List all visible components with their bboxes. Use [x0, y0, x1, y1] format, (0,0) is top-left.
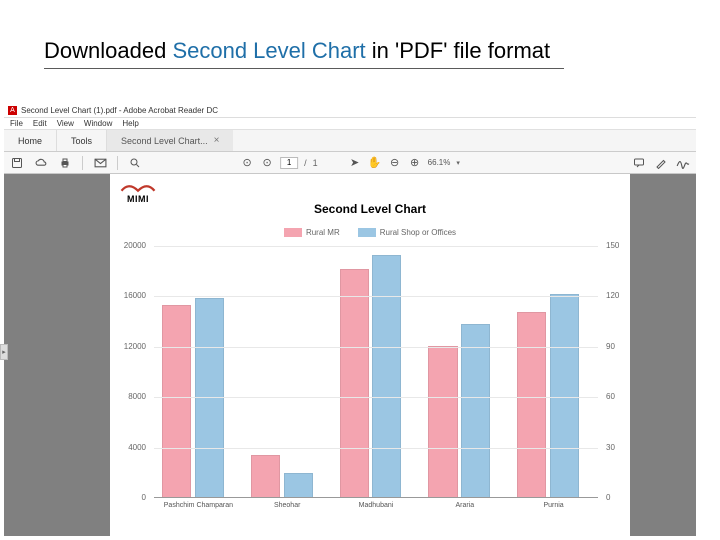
document-area: ▸ MIMI Second Level Chart Rural MR Rural…	[4, 174, 696, 536]
legend-item-2: Rural Shop or Offices	[358, 228, 456, 237]
bar-series2	[550, 294, 579, 498]
bar-series1	[517, 312, 546, 498]
zoom-out-icon[interactable]: ⊖	[388, 156, 402, 170]
comment-icon[interactable]	[632, 156, 646, 170]
bar-series1	[428, 346, 457, 498]
heading-blue: Second Level Chart	[172, 38, 365, 63]
y-right-tick: 0	[606, 493, 636, 502]
bar-series1	[251, 455, 280, 498]
acrobat-app-icon: A	[8, 106, 17, 115]
tab-tools[interactable]: Tools	[57, 130, 107, 151]
y-right-tick: 120	[606, 291, 636, 300]
tab-document-label: Second Level Chart...	[121, 136, 208, 146]
page-current-input[interactable]	[280, 157, 298, 169]
y-axis-left: 040008000120001600020000	[118, 246, 150, 498]
legend-swatch-2	[358, 228, 376, 237]
save-icon[interactable]	[10, 156, 24, 170]
y-left-tick: 16000	[116, 291, 146, 300]
chart-legend: Rural MR Rural Shop or Offices	[110, 228, 630, 237]
gutter-left	[4, 174, 110, 536]
legend-swatch-1	[284, 228, 302, 237]
zoom-chevron-icon[interactable]: ▾	[456, 159, 460, 167]
gridline	[154, 246, 598, 247]
gridline	[154, 448, 598, 449]
menubar[interactable]: File Edit View Window Help	[4, 118, 696, 130]
heading-underline	[44, 68, 564, 69]
toolbar-right	[632, 156, 690, 170]
page-total: 1	[313, 158, 318, 168]
y-axis-right: 0306090120150	[602, 246, 632, 498]
bar-series2	[372, 255, 401, 498]
page-up-icon[interactable]: ⊙	[240, 156, 254, 170]
page-controls: ⊙ ⊙ / 1 ➤ ✋ ⊖ ⊕ 66.1% ▾	[240, 156, 460, 170]
toolbar-divider-2	[117, 156, 118, 170]
legend-label-2: Rural Shop or Offices	[380, 228, 456, 237]
y-left-tick: 0	[116, 493, 146, 502]
pointer-icon[interactable]: ➤	[348, 156, 362, 170]
sign-icon[interactable]	[676, 156, 690, 170]
tabbar: Home Tools Second Level Chart... ×	[4, 130, 696, 152]
sidebar-expand-handle[interactable]: ▸	[0, 344, 8, 360]
slide-heading: Downloaded Second Level Chart in 'PDF' f…	[44, 38, 550, 64]
menu-file[interactable]: File	[10, 119, 23, 128]
menu-help[interactable]: Help	[122, 119, 138, 128]
y-right-tick: 90	[606, 342, 636, 351]
pdf-page: MIMI Second Level Chart Rural MR Rural S…	[110, 174, 630, 536]
y-left-tick: 12000	[116, 342, 146, 351]
gridline	[154, 296, 598, 297]
y-left-tick: 8000	[116, 392, 146, 401]
acrobat-window: A Second Level Chart (1).pdf - Adobe Acr…	[4, 104, 696, 536]
x-tick-label: Pashchim Champaran	[153, 502, 243, 509]
chart-title: Second Level Chart	[110, 202, 630, 216]
bar-series2	[461, 324, 490, 498]
legend-label-1: Rural MR	[306, 228, 340, 237]
highlight-icon[interactable]	[654, 156, 668, 170]
tab-home[interactable]: Home	[4, 130, 57, 151]
x-tick-label: Purnia	[509, 502, 599, 509]
page-down-icon[interactable]: ⊙	[260, 156, 274, 170]
email-icon[interactable]	[93, 156, 107, 170]
bar-series1	[340, 269, 369, 498]
y-right-tick: 150	[606, 241, 636, 250]
menu-window[interactable]: Window	[84, 119, 112, 128]
toolbar: ⊙ ⊙ / 1 ➤ ✋ ⊖ ⊕ 66.1% ▾	[4, 152, 696, 174]
bar-series2	[284, 473, 313, 498]
heading-suffix: in 'PDF' file format	[366, 38, 550, 63]
y-left-tick: 4000	[116, 443, 146, 452]
gutter-right	[630, 174, 696, 536]
bar-series1	[162, 305, 191, 498]
gridline	[154, 397, 598, 398]
window-title: Second Level Chart (1).pdf - Adobe Acrob…	[21, 106, 218, 115]
gridline	[154, 347, 598, 348]
close-icon[interactable]: ×	[214, 135, 220, 146]
y-left-tick: 20000	[116, 241, 146, 250]
x-tick-label: Araria	[420, 502, 510, 509]
y-right-tick: 30	[606, 443, 636, 452]
chart-plot: 040008000120001600020000 0306090120150 P…	[154, 246, 598, 498]
menu-view[interactable]: View	[57, 119, 74, 128]
legend-item-1: Rural MR	[284, 228, 340, 237]
search-icon[interactable]	[128, 156, 142, 170]
x-tick-label: Sheohar	[242, 502, 332, 509]
hand-icon[interactable]: ✋	[368, 156, 382, 170]
page-sep: /	[304, 158, 307, 168]
menu-edit[interactable]: Edit	[33, 119, 47, 128]
zoom-in-icon[interactable]: ⊕	[408, 156, 422, 170]
print-icon[interactable]	[58, 156, 72, 170]
x-tick-label: Madhubani	[331, 502, 421, 509]
heading-black: Downloaded	[44, 38, 172, 63]
x-axis-line	[154, 497, 598, 498]
chart-bars: Pashchim ChamparanSheoharMadhubaniAraria…	[154, 246, 598, 498]
titlebar: A Second Level Chart (1).pdf - Adobe Acr…	[4, 104, 696, 118]
cloud-icon[interactable]	[34, 156, 48, 170]
mimi-logo: MIMI	[120, 180, 156, 204]
toolbar-divider	[82, 156, 83, 170]
zoom-level[interactable]: 66.1%	[428, 158, 451, 167]
y-right-tick: 60	[606, 392, 636, 401]
tab-document[interactable]: Second Level Chart... ×	[107, 130, 233, 151]
